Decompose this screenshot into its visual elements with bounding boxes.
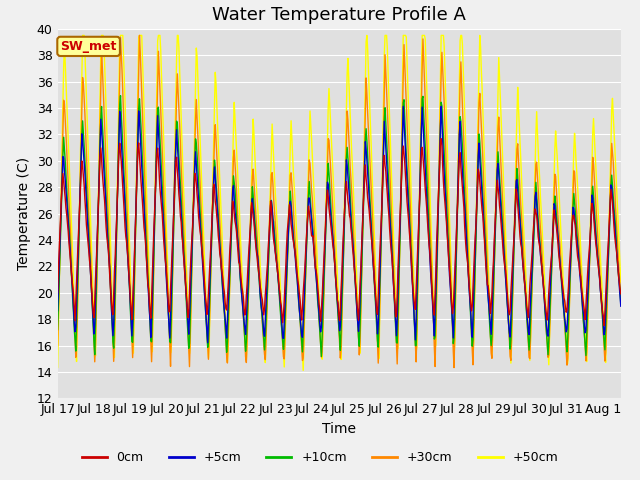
- X-axis label: Time: Time: [322, 422, 356, 436]
- Legend: 0cm, +5cm, +10cm, +30cm, +50cm: 0cm, +5cm, +10cm, +30cm, +50cm: [77, 446, 563, 469]
- Y-axis label: Temperature (C): Temperature (C): [17, 157, 31, 270]
- Title: Water Temperature Profile A: Water Temperature Profile A: [212, 6, 466, 24]
- Text: SW_met: SW_met: [60, 40, 116, 53]
